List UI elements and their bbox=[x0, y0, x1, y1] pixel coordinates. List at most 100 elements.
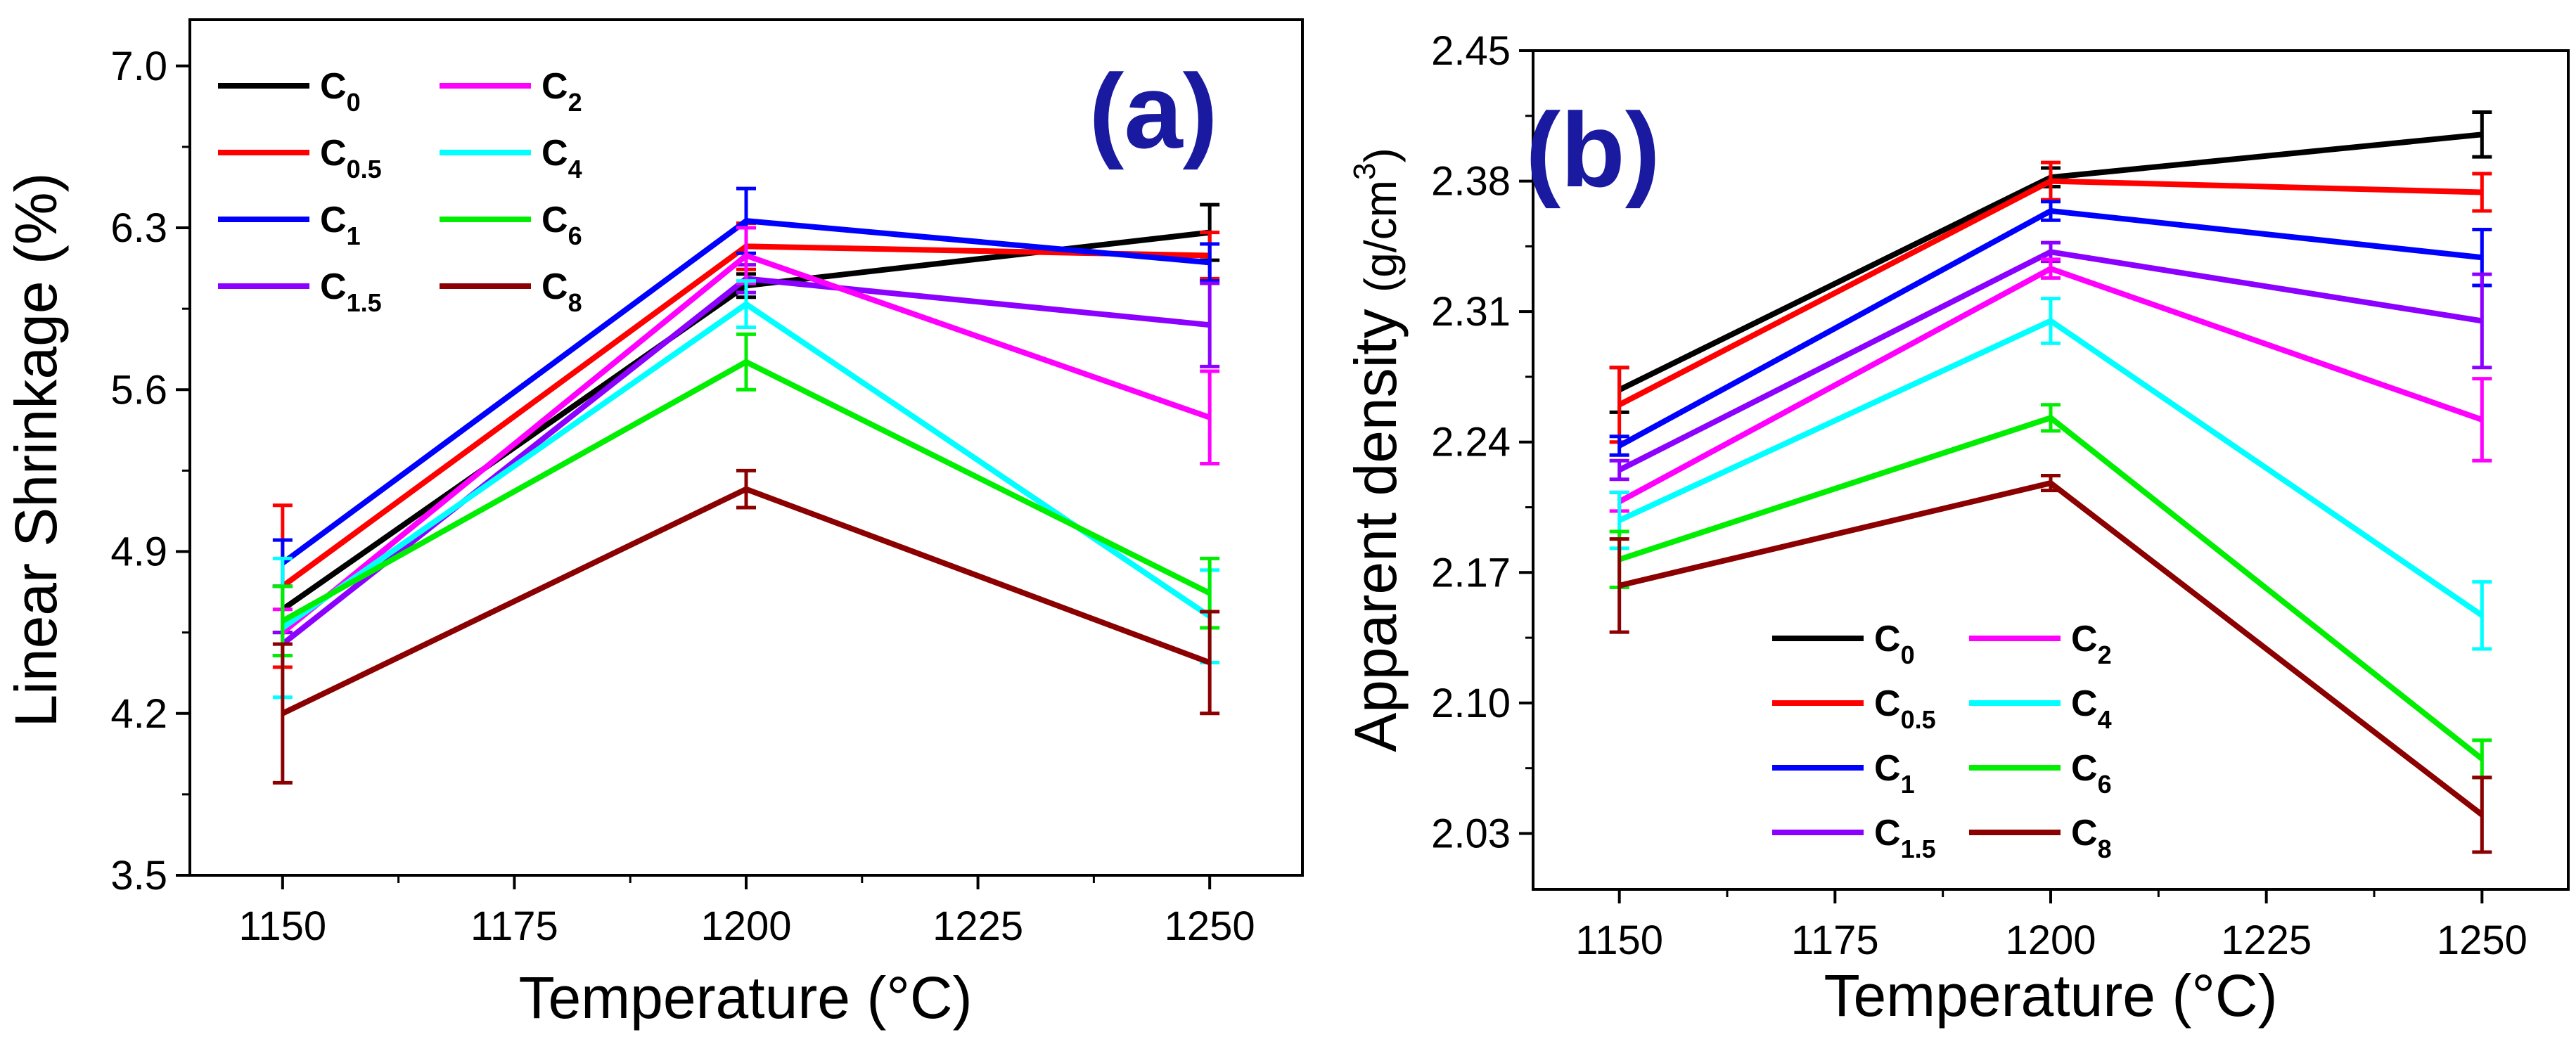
legend-label-main: C bbox=[542, 266, 568, 307]
panel-label: (b) bbox=[1525, 91, 1660, 209]
legend-item-C6: C6 bbox=[440, 200, 582, 250]
legend-item-C1_5: C1.5 bbox=[1772, 813, 1936, 863]
panel-label: (a) bbox=[1089, 52, 1217, 170]
y-axis-title: Linear Shrinkage (%) bbox=[3, 172, 69, 727]
legend-label-main: C bbox=[320, 200, 347, 240]
legend-label-sub: 0.5 bbox=[347, 155, 382, 183]
legend-label: C0 bbox=[320, 66, 361, 117]
legend-label-main: C bbox=[320, 133, 347, 174]
legend-label-sub: 2 bbox=[2098, 640, 2112, 669]
legend-label-sub: 1 bbox=[347, 221, 361, 250]
legend-label-main: C bbox=[1874, 813, 1901, 854]
y-axis-title-unit: (g/cm bbox=[1355, 180, 1406, 292]
x-axis-title: Temperature (°C) bbox=[1824, 962, 2277, 1029]
x-tick-label: 1175 bbox=[1791, 917, 1879, 963]
legend-label: C4 bbox=[542, 133, 582, 183]
panel-b: 1150 1175 1200 1225 1250 2.03 2.10 2.17 2.24 2.31… bbox=[1343, 28, 2568, 1029]
x-tick-label: 1250 bbox=[1165, 903, 1255, 949]
y-axis-title-sup: 3 bbox=[1347, 163, 1382, 180]
legend-label-sub: 6 bbox=[2098, 770, 2112, 799]
legend-item-C4: C4 bbox=[1969, 683, 2112, 734]
legend-label-main: C bbox=[2071, 748, 2098, 789]
legend-label-sub: 0.5 bbox=[1901, 705, 1936, 734]
legend-item-C0_5: C0.5 bbox=[218, 133, 382, 183]
legend-item-C2: C2 bbox=[440, 66, 582, 117]
legend-item-C8: C8 bbox=[1969, 813, 2112, 863]
y-tick-label: 2.24 bbox=[1431, 420, 1511, 465]
x-tick-label: 1200 bbox=[2005, 917, 2096, 963]
legend-item-C6: C6 bbox=[1969, 748, 2112, 799]
y-tick-label: 2.31 bbox=[1431, 289, 1511, 335]
legend-label-sub: 2 bbox=[568, 88, 582, 117]
legend-label: C0 bbox=[1874, 619, 1915, 669]
y-tick-label: 2.03 bbox=[1431, 811, 1511, 856]
legend-label-main: C bbox=[320, 66, 347, 107]
series-line bbox=[1620, 252, 2482, 470]
x-tick-label: 1225 bbox=[933, 903, 1023, 949]
x-tick-label: 1250 bbox=[2437, 917, 2527, 963]
legend-item-C2: C2 bbox=[1969, 619, 2112, 669]
legend-label-sub: 6 bbox=[568, 221, 582, 250]
legend-item-C1: C1 bbox=[218, 200, 361, 250]
legend-item-C1_5: C1.5 bbox=[218, 266, 382, 317]
legend-label-sub: 4 bbox=[568, 155, 582, 183]
legend-label: C8 bbox=[542, 266, 582, 317]
legend-label: C1.5 bbox=[1874, 813, 1936, 863]
legend-label-main: C bbox=[1874, 748, 1901, 789]
legend-item-C8: C8 bbox=[440, 266, 582, 317]
x-tick-label: 1200 bbox=[700, 903, 791, 949]
legend-label-sub: 8 bbox=[2098, 835, 2112, 863]
legend-label-sub: 8 bbox=[568, 288, 582, 317]
series-C4 bbox=[1610, 299, 2492, 649]
legend-label-main: C bbox=[542, 133, 568, 174]
series-line bbox=[1620, 321, 2482, 615]
legend-label-sub: 1 bbox=[1901, 770, 1915, 799]
y-tick-label: 2.45 bbox=[1431, 28, 1511, 74]
y-tick-label: 5.6 bbox=[110, 367, 167, 413]
x-axis-title: Temperature (°C) bbox=[518, 965, 972, 1031]
x-tick-label: 1175 bbox=[470, 903, 558, 949]
legend-label: C1 bbox=[1874, 748, 1915, 799]
y-tick-label: 2.17 bbox=[1431, 550, 1511, 595]
legend-label: C2 bbox=[2071, 619, 2112, 669]
legend-label: C6 bbox=[542, 200, 582, 250]
legend-label-sub: 1.5 bbox=[347, 288, 382, 317]
y-tick-label: 4.9 bbox=[110, 529, 167, 575]
panel-a: 1150 1175 1200 1225 1250 3.5 4.2 4.9 5.6 6.3 7.0 Te… bbox=[3, 20, 1302, 1031]
legend-label: C0.5 bbox=[320, 133, 382, 183]
y-axis-title-main: Apparent density bbox=[1343, 292, 1409, 752]
y-tick-label: 4.2 bbox=[110, 691, 167, 737]
legend-item-C0: C0 bbox=[1772, 619, 1915, 669]
legend-label: C8 bbox=[2071, 813, 2112, 863]
y-tick-label: 2.10 bbox=[1431, 681, 1511, 726]
y-tick-label: 7.0 bbox=[110, 44, 167, 89]
legend-label-sub: 1.5 bbox=[1901, 835, 1936, 863]
legend-label-main: C bbox=[1874, 683, 1901, 724]
legend-label-main: C bbox=[2071, 683, 2098, 724]
legend-label: C1.5 bbox=[320, 266, 382, 317]
legend-label: C6 bbox=[2071, 748, 2112, 799]
x-tick-label: 1150 bbox=[238, 903, 326, 949]
y-tick-label: 6.3 bbox=[110, 205, 167, 251]
legend-label-main: C bbox=[2071, 619, 2098, 659]
legend-label: C0.5 bbox=[1874, 683, 1936, 734]
y-tick-label: 3.5 bbox=[110, 853, 167, 898]
legend-label: C4 bbox=[2071, 683, 2112, 734]
x-tick-label: 1150 bbox=[1575, 917, 1663, 963]
legend-item-C0_5: C0.5 bbox=[1772, 683, 1936, 734]
x-tick-label: 1225 bbox=[2221, 917, 2312, 963]
legend-item-C1: C1 bbox=[1772, 748, 1915, 799]
legend-label: C2 bbox=[542, 66, 582, 117]
legend-label-main: C bbox=[542, 200, 568, 240]
legend-label-main: C bbox=[1874, 619, 1901, 659]
legend-item-C0: C0 bbox=[218, 66, 361, 117]
legend-label-sub: 0 bbox=[1901, 640, 1915, 669]
y-axis-title-end: ) bbox=[1355, 148, 1406, 162]
legend-label-main: C bbox=[2071, 813, 2098, 854]
y-tick-label: 2.38 bbox=[1431, 159, 1511, 205]
legend-label-main: C bbox=[320, 266, 347, 307]
